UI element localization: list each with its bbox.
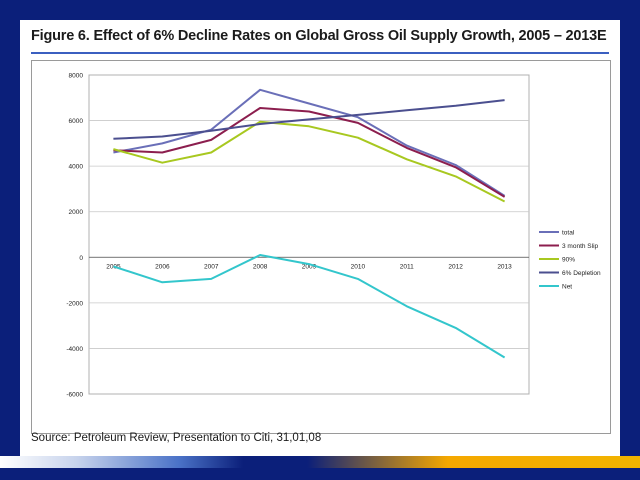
x-tick-label: 2008	[253, 263, 268, 270]
plot-area	[88, 74, 530, 395]
gridlines	[88, 74, 530, 395]
series-line-total	[113, 88, 506, 197]
y-tick-label: 4000	[69, 164, 84, 171]
series-line-6-depletion	[113, 99, 505, 140]
series-lines	[113, 88, 506, 359]
x-axis: 2005 2006 2007 2008 2009 2010 2011 2012 2013	[89, 256, 529, 270]
legend-label: 90%	[562, 257, 575, 264]
legend-label: Net	[562, 284, 572, 291]
chart-title: Figure 6. Effect of 6% Decline Rates on …	[31, 28, 607, 44]
series-line-90-	[113, 120, 506, 203]
legend: total 3 month Slip 90% 6% Depletion Net	[539, 230, 601, 291]
x-tick-label: 2006	[155, 263, 170, 270]
y-axis: 8000 6000 4000 2000 0 -2000 -4000 -6000	[66, 73, 83, 399]
series-line-3-month-slip	[113, 107, 506, 198]
y-tick-label: -6000	[66, 392, 83, 399]
y-tick-label: 0	[79, 255, 83, 262]
series-line-net	[113, 254, 506, 359]
x-tick-label: 2007	[204, 263, 219, 270]
x-tick-label: 2013	[497, 263, 512, 270]
chart-frame: 8000 6000 4000 2000 0 -2000 -4000 -6000 2005 200…	[31, 60, 611, 434]
legend-label: 3 month Slip	[562, 243, 599, 250]
x-tick-label: 2011	[400, 263, 414, 270]
slide: Figure 6. Effect of 6% Decline Rates on …	[20, 20, 620, 456]
source-note: Source: Petroleum Review, Presentation t…	[31, 432, 322, 444]
y-tick-label: 6000	[69, 118, 84, 125]
x-tick-label: 2010	[351, 263, 366, 270]
y-tick-label: -4000	[66, 346, 83, 353]
footer-color-bar	[0, 456, 640, 468]
y-tick-label: -2000	[66, 300, 83, 307]
legend-label: total	[562, 230, 575, 237]
title-divider	[31, 52, 609, 54]
legend-label: 6% Depletion	[562, 270, 601, 277]
x-tick-label: 2009	[302, 263, 317, 270]
y-tick-label: 8000	[69, 73, 84, 80]
x-tick-label: 2012	[448, 263, 463, 270]
y-tick-label: 2000	[69, 209, 84, 216]
